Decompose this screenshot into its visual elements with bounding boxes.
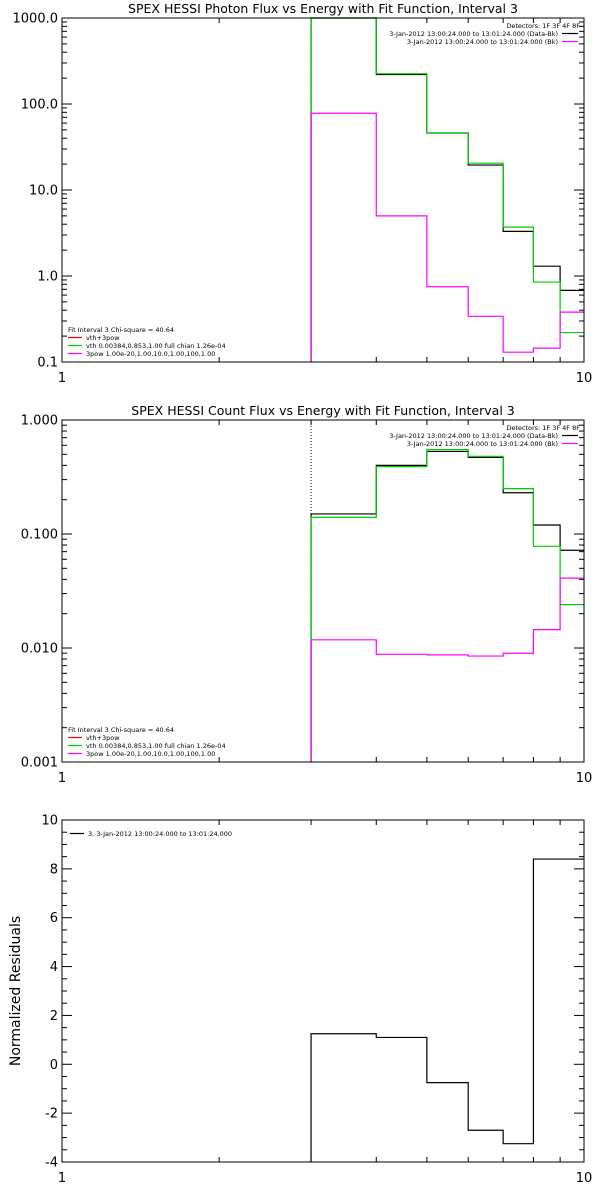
legend-entry: 3-Jan-2012 13:00:24.000 to 13:01:24.000 …	[389, 30, 558, 38]
legend-entry: vth 0.00384,0.853,1.00 full chian 1.26e-…	[86, 342, 226, 350]
legend-entry: 3-Jan-2012 13:00:24.000 to 13:01:24.000 …	[407, 440, 558, 448]
legend-header: Detectors: 1F 3F 4F 8F	[506, 22, 580, 30]
y-axis-label: Normalized Residuals	[8, 916, 24, 1066]
y-tick-label: 0.001	[21, 756, 58, 771]
chart-panel-1: SPEX HESSI Photon Flux vs Energy with Fi…	[13, 1, 593, 386]
series-3-line	[310, 112, 584, 362]
y-tick-label: -4	[45, 1156, 58, 1171]
chart-panel-3: Normalized Residuals 1 10 -4 -2 0 2 4 6 8 10 3. 3-J…	[8, 814, 592, 1187]
series-2-line	[310, 448, 584, 762]
y-tick-label: 0.100	[21, 528, 58, 543]
legend-entry: vth+3pow	[86, 334, 120, 342]
series-3-line	[310, 577, 584, 762]
plot-frame	[61, 17, 585, 363]
chart-title: SPEX HESSI Count Flux vs Energy with Fit…	[131, 403, 514, 418]
y-tick-label: 0.1	[37, 356, 58, 371]
y-tick-label: -2	[45, 1107, 58, 1122]
legend-entry: vth+3pow	[86, 734, 120, 742]
y-tick-label: 0.010	[21, 642, 58, 657]
legend-entry: 3pow 1.00e-20,1.00,10.0,1.00,100,1.00	[86, 750, 215, 758]
series-1-line	[310, 17, 584, 362]
y-tick-label: 100.0	[21, 98, 58, 113]
legend-header: Fit Interval 3 Chi-square = 40.64	[68, 326, 174, 334]
legend-entry: 3-Jan-2012 13:00:24.000 to 13:01:24.000 …	[389, 432, 558, 440]
plot-frame	[61, 819, 585, 1163]
y-tick-label: 1000.0	[13, 12, 59, 27]
y-tick-label: 1.0	[37, 270, 58, 285]
y-tick-label: 10.0	[29, 184, 58, 199]
legend-header: Fit Interval 3 Chi-square = 40.64	[68, 726, 174, 734]
x-tick-label: 1	[58, 371, 66, 386]
series-1-line	[310, 450, 584, 762]
y-tick-label: 1.000	[21, 414, 58, 429]
y-tick-label: 4	[50, 960, 58, 975]
x-tick-label: 1	[58, 771, 66, 786]
legend-entry: vth 0.00384,0.853,1.00 full chian 1.26e-…	[86, 742, 226, 750]
series-1-line	[310, 858, 584, 1162]
x-tick-label: 10	[576, 771, 593, 786]
y-tick-label: 6	[50, 911, 58, 926]
y-tick-label: 0	[50, 1058, 58, 1073]
y-tick-label: 8	[50, 862, 58, 877]
chart-panel-2: SPEX HESSI Count Flux vs Energy with Fit…	[21, 403, 592, 786]
chart-title: SPEX HESSI Photon Flux vs Energy with Fi…	[128, 1, 518, 16]
series-2-line	[310, 17, 584, 362]
x-tick-label: 1	[58, 1171, 66, 1186]
legend-entry: 3. 3-Jan-2012 13:00:24.000 to 13:01:24.0…	[88, 830, 232, 838]
y-tick-label: 2	[50, 1009, 58, 1024]
x-tick-label: 10	[576, 1171, 593, 1186]
legend-entry: 3pow 1.00e-20,1.00,10.0,1.00,100,1.00	[86, 350, 215, 358]
legend-header: Detectors: 1F 3F 4F 8F	[506, 424, 580, 432]
legend-entry: 3-Jan-2012 13:00:24.000 to 13:01:24.000 …	[407, 38, 558, 46]
y-tick-label: 10	[41, 814, 58, 829]
plot-frame	[61, 419, 585, 763]
x-tick-label: 10	[576, 371, 593, 386]
